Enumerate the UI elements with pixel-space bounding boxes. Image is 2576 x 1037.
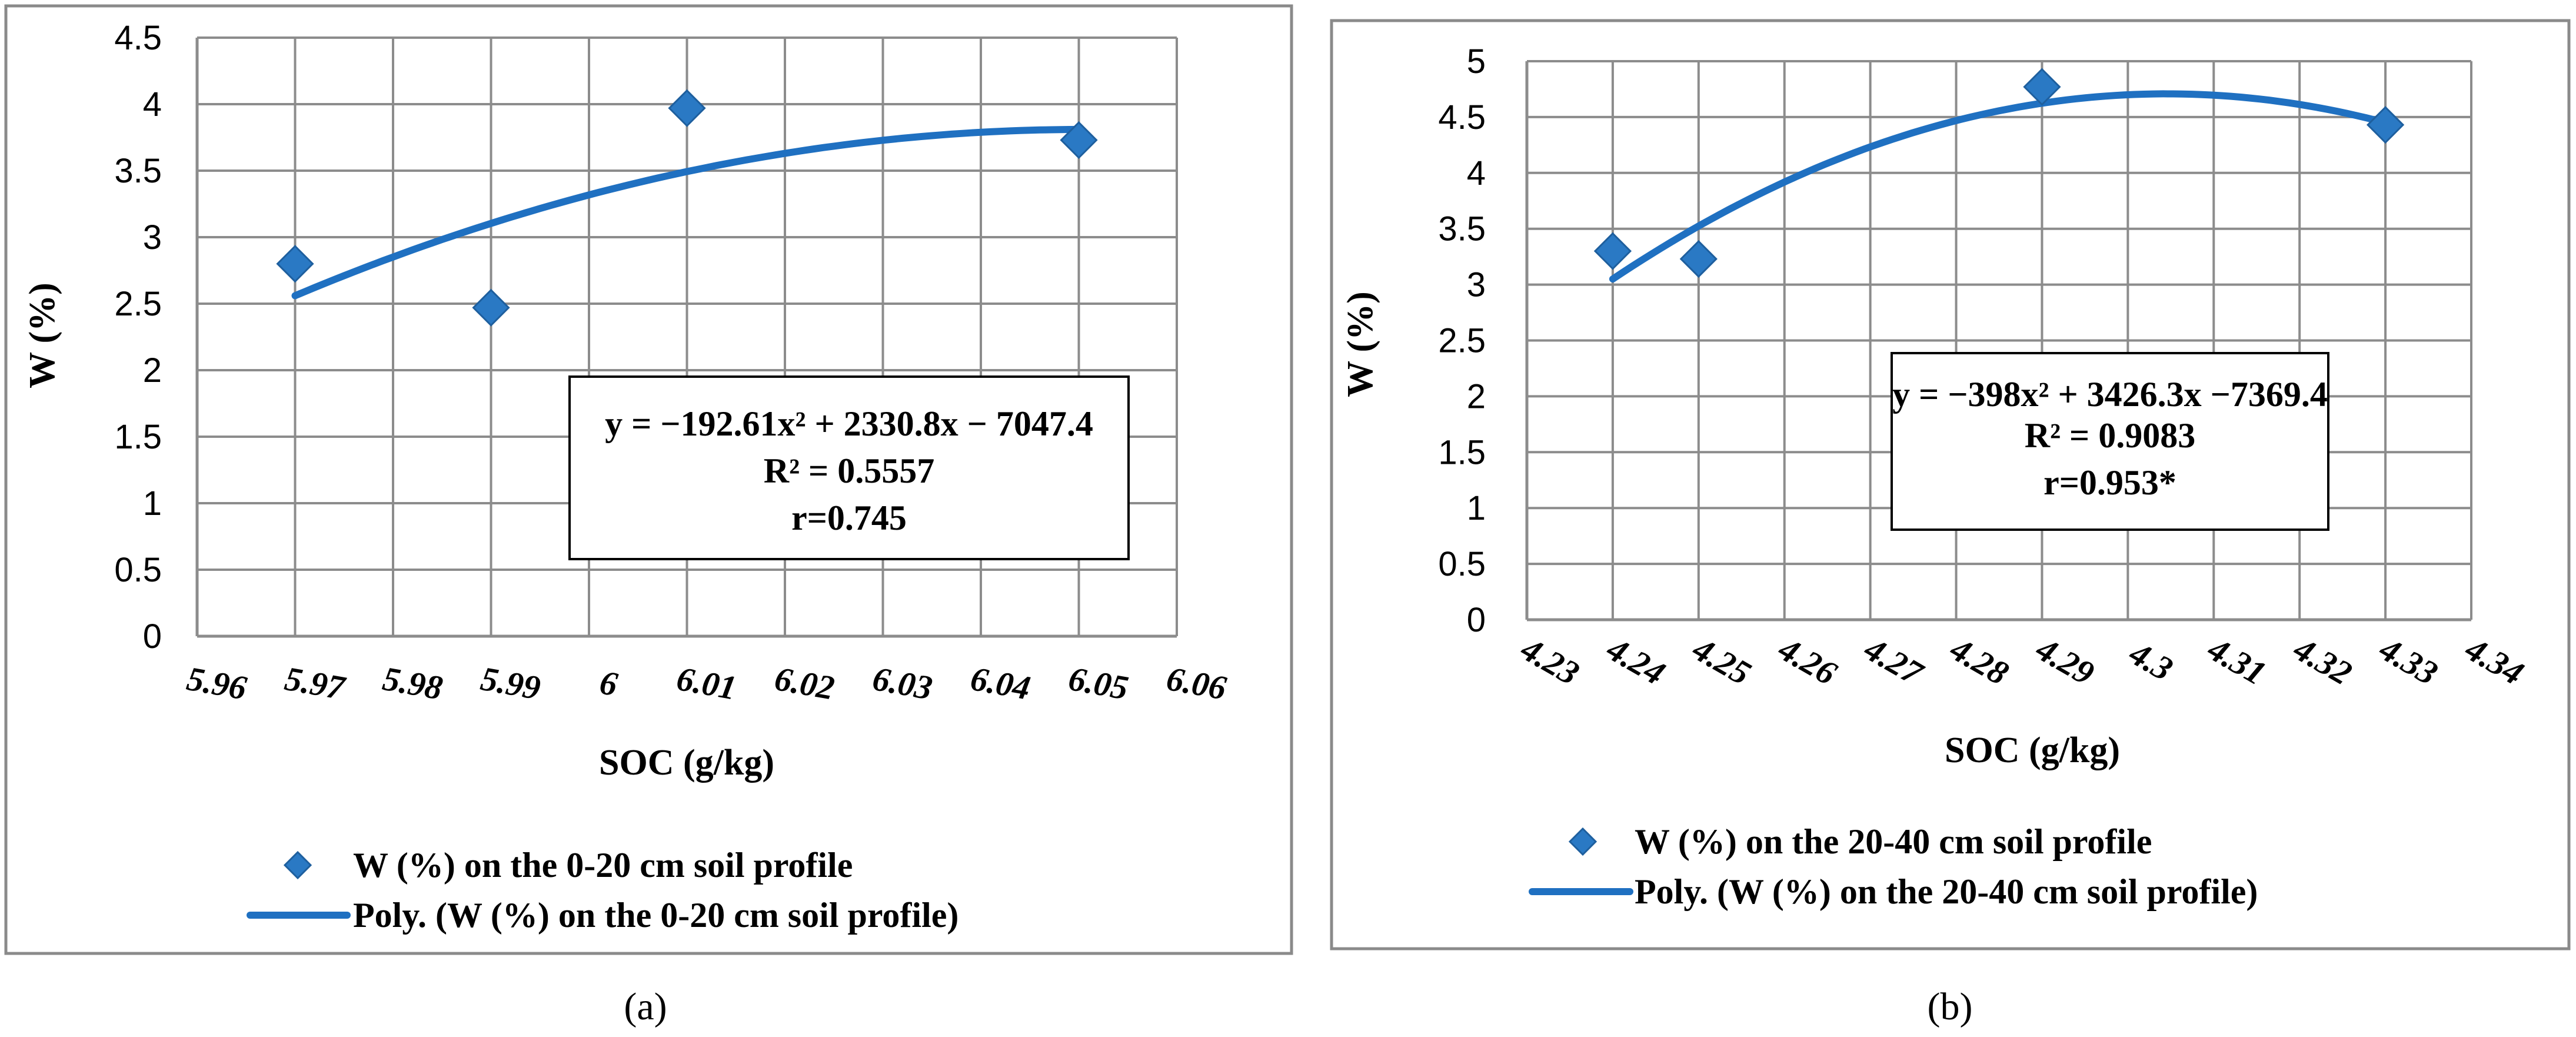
r-squared-text: R² = 0.9083 [2025, 416, 2196, 455]
legend-trendline-label: Poly. (W (%) on the 20-40 cm soil profil… [1635, 872, 2258, 911]
y-axis-label: W (%) [22, 282, 62, 388]
chart-panel-b: 00.511.522.533.544.554.23 4.24 4.25 4.26 4.2… [1330, 19, 2571, 1028]
y-tick-label: 4 [1467, 154, 1486, 192]
y-tick-label: 2 [1467, 377, 1486, 416]
legend-marker-icon [283, 850, 312, 880]
legend-trendline-label: Poly. (W (%) on the 0-20 cm soil profile… [353, 896, 958, 935]
panel-caption: (a) [624, 985, 667, 1028]
equation-box [1891, 352, 2329, 531]
y-tick-label: 3.5 [114, 152, 162, 190]
data-point [1060, 121, 1098, 159]
y-tick-label: 2.5 [114, 285, 162, 323]
data-point [2366, 106, 2405, 144]
y-tick-label: 1.5 [114, 418, 162, 456]
y-tick-label: 3 [143, 218, 162, 257]
y-tick-label: 3 [1467, 266, 1486, 304]
data-point [2023, 68, 2061, 106]
data-point [668, 89, 706, 127]
y-tick-label: 2.5 [1438, 322, 1486, 360]
data-point [276, 245, 314, 283]
correlation-text: r=0.745 [791, 498, 907, 537]
data-point [1593, 232, 1632, 270]
y-tick-label: 1 [1467, 489, 1486, 527]
y-tick-label: 5 [1467, 42, 1486, 81]
y-tick-label: 0 [1467, 601, 1486, 639]
y-tick-label: 4.5 [1438, 98, 1486, 137]
y-tick-label: 4 [143, 85, 162, 124]
y-tick-label: 3.5 [1438, 210, 1486, 248]
data-point [472, 288, 510, 327]
equation-text: y = −398x² + 3426.3x −7369.4 [1892, 375, 2328, 414]
x-axis-label: SOC (g/kg) [599, 743, 774, 783]
data-point [1679, 240, 1718, 278]
y-tick-label: 4.5 [114, 19, 162, 57]
legend-marker-icon [1568, 827, 1597, 856]
correlation-text: r=0.953* [2044, 463, 2176, 502]
y-tick-label: 1 [143, 484, 162, 523]
trendline [1609, 90, 2389, 283]
y-tick-label: 2 [143, 351, 162, 390]
y-tick-label: 0.5 [1438, 545, 1486, 583]
legend-series-label: W (%) on the 20-40 cm soil profile [1635, 822, 2152, 861]
equation-box [568, 375, 1130, 560]
y-axis-label: W (%) [1340, 291, 1380, 397]
y-tick-label: 0 [143, 617, 162, 656]
panel-caption: (b) [1928, 985, 1973, 1028]
x-axis-label: SOC (g/kg) [1945, 730, 2120, 770]
equation-text: y = −192.61x² + 2330.8x − 7047.4 [605, 404, 1093, 443]
y-tick-label: 1.5 [1438, 433, 1486, 471]
trendline [291, 125, 1083, 300]
y-tick-label: 0.5 [114, 551, 162, 589]
chart-panel-a: 00.511.522.533.544.55.96 5.97 5.98 5.99 6 6.0… [4, 4, 1293, 1028]
legend-series-label: W (%) on the 0-20 cm soil profile [353, 846, 853, 885]
r-squared-text: R² = 0.5557 [764, 451, 935, 490]
